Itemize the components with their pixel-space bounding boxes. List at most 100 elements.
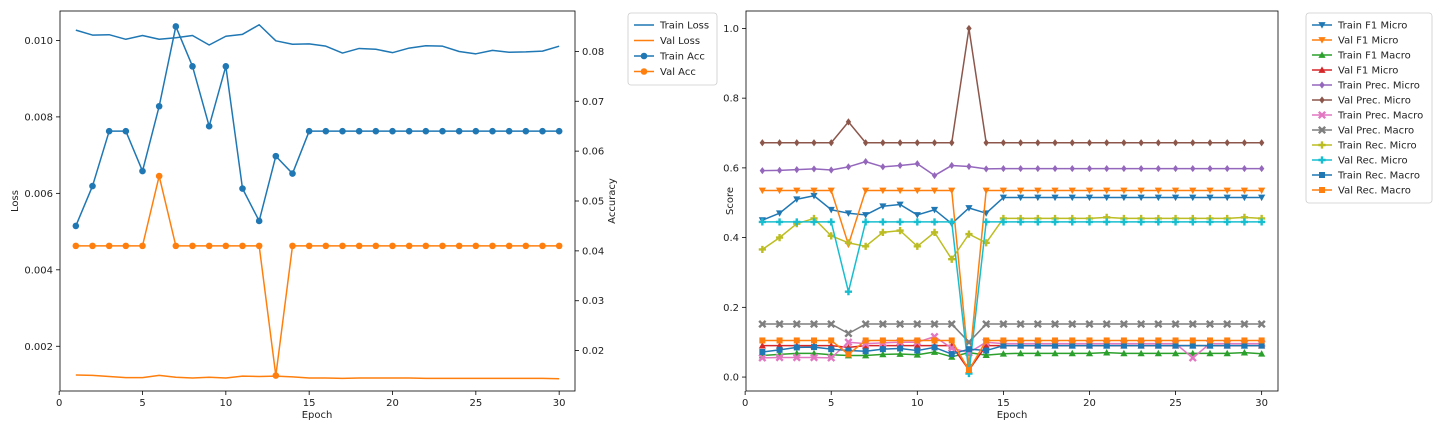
data-point-val-prec-micro xyxy=(759,139,766,147)
data-point-train-acc xyxy=(522,127,530,135)
data-point-val-f1-micro xyxy=(1258,187,1266,195)
data-point-train-prec-macro xyxy=(1188,353,1197,362)
legend-marker-train-prec-micro xyxy=(1319,81,1325,89)
data-point-train-rec-macro xyxy=(1120,342,1127,349)
data-point-train-acc xyxy=(222,63,230,70)
data-point-val-rec-macro xyxy=(1017,337,1024,344)
data-point-train-f1-macro xyxy=(879,350,887,358)
data-point-train-acc xyxy=(389,127,396,135)
data-point-train-acc xyxy=(72,222,80,230)
data-point-val-prec-micro xyxy=(1103,139,1110,147)
data-point-train-prec-micro xyxy=(1103,164,1110,173)
series-line-val-f1-micro xyxy=(762,189,1262,368)
data-point-val-prec-macro xyxy=(930,320,939,329)
data-point-train-prec-micro xyxy=(1052,164,1058,173)
data-point-val-acc xyxy=(489,242,496,250)
legend-entry-val-acc: Val Acc xyxy=(634,67,696,78)
data-point-val-prec-micro xyxy=(845,118,852,126)
data-point-val-acc xyxy=(505,242,513,250)
data-point-train-prec-micro xyxy=(1172,164,1179,173)
data-point-train-prec-micro xyxy=(1000,164,1007,173)
data-point-val-rec-macro xyxy=(793,337,800,344)
data-point-train-acc xyxy=(189,63,196,70)
data-point-val-f1-micro xyxy=(775,187,784,195)
data-point-val-acc xyxy=(522,242,530,250)
data-point-train-f1-micro xyxy=(1223,194,1231,202)
data-point-train-rec-macro xyxy=(828,346,835,353)
data-point-train-prec-micro xyxy=(1086,164,1093,173)
data-point-val-prec-micro xyxy=(914,139,921,147)
data-point-val-f1-micro xyxy=(1189,187,1197,195)
data-point-train-rec-micro xyxy=(827,232,835,240)
data-point-val-prec-micro xyxy=(1138,139,1144,147)
data-point-val-rec-micro xyxy=(758,218,766,226)
data-point-train-prec-micro xyxy=(759,167,766,175)
data-point-train-f1-micro xyxy=(1189,194,1197,202)
data-point-val-prec-micro xyxy=(794,139,800,147)
data-point-train-acc xyxy=(172,23,180,30)
data-point-val-f1-micro xyxy=(1051,187,1059,195)
data-point-val-prec-micro xyxy=(1190,139,1196,147)
data-point-train-acc xyxy=(355,127,363,135)
legend-marker-val-acc xyxy=(640,68,648,75)
data-point-train-rec-macro xyxy=(811,344,818,351)
data-point-train-rec-macro xyxy=(1155,342,1162,349)
data-point-train-rec-macro xyxy=(1189,342,1196,349)
data-point-train-rec-macro xyxy=(1086,342,1093,349)
legend-label-train-f1-micro: Train F1 Micro xyxy=(1337,21,1407,32)
loss-accuracy-xtick-label: 30 xyxy=(553,398,566,409)
data-point-val-prec-macro xyxy=(982,320,991,329)
data-point-val-prec-micro xyxy=(1155,139,1162,147)
data-point-val-prec-macro xyxy=(1240,320,1249,329)
data-point-train-acc xyxy=(472,127,480,135)
data-point-val-rec-macro xyxy=(828,337,835,344)
loss-accuracy-xtick-label: 25 xyxy=(469,398,482,409)
data-point-train-f1-micro xyxy=(1206,194,1214,202)
data-point-train-rec-micro xyxy=(862,242,870,250)
data-point-train-rec-macro xyxy=(1241,342,1248,349)
loss-accuracy-xtick-label: 0 xyxy=(56,398,62,409)
data-point-val-rec-micro xyxy=(1051,218,1059,226)
data-point-train-f1-micro xyxy=(1137,194,1145,202)
data-point-train-rec-macro xyxy=(1206,342,1213,349)
loss-accuracy-xtick-label: 20 xyxy=(386,398,399,409)
score-frame xyxy=(745,10,1279,392)
legend-label-val-rec-macro: Val Rec. Macro xyxy=(1338,186,1411,197)
data-point-val-f1-micro xyxy=(810,187,818,195)
loss-accuracy-xtick-label: 15 xyxy=(303,398,316,409)
legend-marker-val-prec-micro xyxy=(1319,96,1325,104)
score-xtick-label: 10 xyxy=(911,398,924,409)
data-point-train-f1-macro xyxy=(1137,349,1145,357)
score-plot-area xyxy=(758,24,1266,378)
data-point-train-f1-macro xyxy=(913,351,921,358)
score-ylabel: Score xyxy=(725,187,736,215)
data-point-train-f1-micro xyxy=(844,210,853,217)
data-point-val-prec-micro xyxy=(1224,139,1230,147)
data-point-val-rec-micro xyxy=(1240,218,1249,226)
data-point-val-rec-macro xyxy=(1052,337,1059,344)
data-point-train-acc xyxy=(272,152,280,160)
series-val-rec-micro xyxy=(758,218,1266,378)
data-point-train-f1-micro xyxy=(1258,194,1266,202)
data-point-val-acc xyxy=(172,242,180,250)
data-point-train-f1-micro xyxy=(1017,194,1025,202)
data-point-train-prec-micro xyxy=(828,166,834,174)
data-point-val-f1-micro xyxy=(793,187,801,195)
data-point-val-prec-micro xyxy=(1172,139,1179,147)
data-point-val-prec-micro xyxy=(880,139,886,147)
data-point-train-f1-micro xyxy=(1051,194,1059,202)
data-point-val-prec-micro xyxy=(1241,139,1248,147)
data-point-val-rec-macro xyxy=(931,337,938,344)
loss-accuracy-y2tick-label: 0.08 xyxy=(582,47,604,58)
data-point-val-acc xyxy=(272,372,280,379)
data-point-val-rec-macro xyxy=(1000,337,1007,344)
legend-label-val-rec-micro: Val Rec. Micro xyxy=(1338,156,1408,167)
legend-entry-train-f1-macro: Train F1 Macro xyxy=(1312,51,1411,62)
data-point-train-rec-macro xyxy=(948,351,955,358)
legend-entry-train-rec-micro: Train Rec. Micro xyxy=(1312,141,1417,152)
data-point-val-prec-micro xyxy=(949,139,955,147)
data-point-val-rec-micro xyxy=(1103,218,1111,226)
legend-marker-train-f1-macro xyxy=(1318,51,1326,58)
data-point-val-rec-micro xyxy=(1258,218,1266,226)
